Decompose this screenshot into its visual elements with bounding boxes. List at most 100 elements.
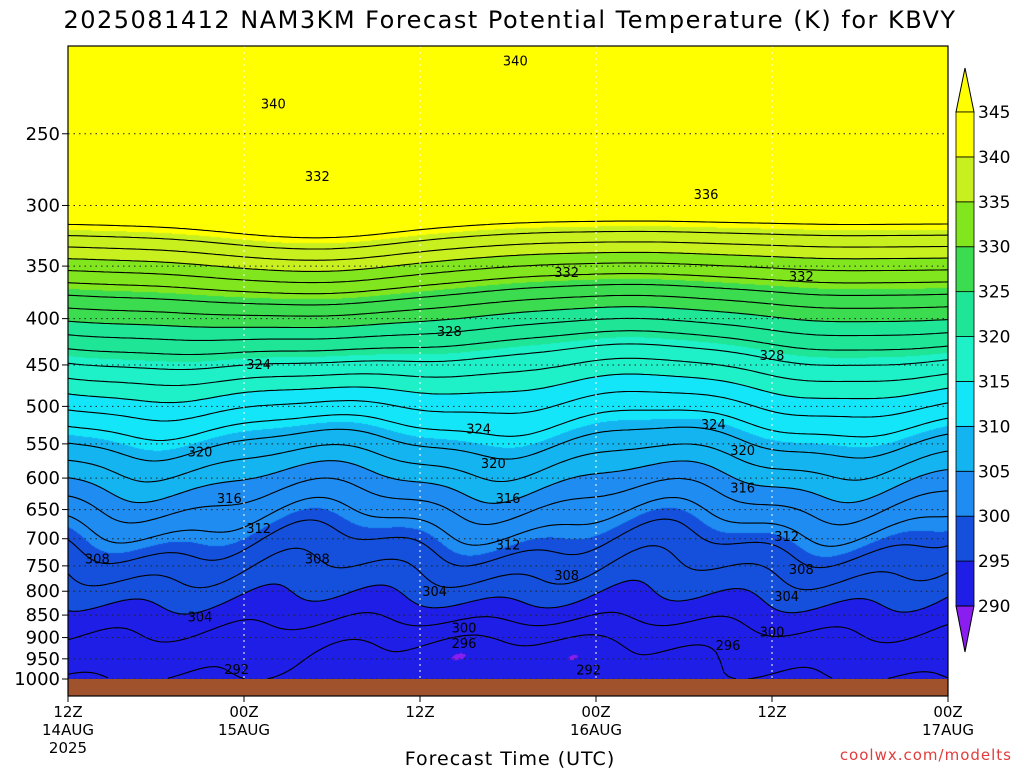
contour-label: 300 (760, 625, 785, 640)
contour-label: 292 (576, 663, 601, 678)
contour-322 (67, 357, 949, 387)
colorbar-bin (955, 381, 975, 427)
contour-314 (67, 426, 949, 462)
contour-346 (67, 220, 948, 239)
contour-label: 312 (496, 538, 521, 553)
y-tick-label: 700 (26, 529, 60, 550)
colorbar-top-arrow (955, 67, 975, 113)
credit-text: coolwx.com/modelts (840, 746, 1012, 764)
contour-334 (67, 283, 949, 306)
contour-label: 300 (452, 622, 477, 637)
colorbar-label: 295 (978, 552, 1010, 572)
colorbar-bin (955, 291, 975, 337)
contour-label: 316 (730, 481, 755, 496)
contour-label: 324 (466, 422, 491, 437)
y-tick-label: 650 (26, 500, 60, 521)
x-tick-label: 12Z (757, 703, 786, 721)
contour-label: 292 (224, 663, 249, 678)
contour-308 (67, 477, 949, 526)
y-tick-label: 850 (26, 605, 60, 626)
contour-label: 308 (305, 553, 330, 568)
contour-label: 304 (774, 590, 799, 605)
contour-label: 308 (85, 553, 110, 568)
x-axis-label: Forecast Time (UTC) (405, 748, 615, 768)
contour-label: 304 (422, 585, 447, 600)
colorbar-bin (955, 515, 975, 562)
x-tick-date: 17AUG (922, 721, 974, 739)
colorbar-label: 330 (978, 238, 1010, 258)
contour-338 (67, 262, 949, 284)
colorbar-bin (955, 246, 975, 293)
x-tick-label: 12Z (53, 703, 82, 721)
contour-326 (67, 330, 949, 356)
y-tick-label: 450 (26, 355, 60, 376)
contour-label: 324 (246, 358, 271, 373)
contour-330 (67, 306, 949, 329)
contour-296 (67, 634, 949, 680)
contour-label: 328 (760, 349, 785, 364)
y-tick-label: 300 (26, 195, 60, 216)
colorbar-bin (955, 111, 975, 158)
contour-336 (67, 273, 949, 295)
colorbar-bin (955, 336, 975, 382)
contour-label: 336 (694, 188, 719, 203)
contour-310 (67, 460, 949, 504)
contour-300 (67, 579, 949, 615)
colorbar-bin (955, 156, 975, 203)
contour-label: 324 (701, 418, 726, 433)
contour-label: 340 (261, 97, 286, 112)
theta-fill (68, 46, 948, 696)
plot-frame (67, 45, 949, 697)
contour-312 (67, 443, 949, 483)
x-tick-year: 2025 (49, 739, 87, 757)
contour-304 (67, 518, 949, 569)
colorbar-bin (955, 470, 975, 517)
y-tick-label: 800 (26, 581, 60, 602)
colorbar-label: 310 (978, 417, 1010, 437)
y-tick-label: 550 (26, 434, 60, 455)
colorbar-label: 300 (978, 507, 1010, 527)
contour-label: 308 (554, 569, 579, 584)
contour-298 (67, 611, 949, 644)
contour-318 (67, 390, 949, 422)
contour-label: 340 (503, 54, 528, 69)
x-tick-date: 16AUG (570, 721, 622, 739)
colorbar-label: 290 (978, 597, 1010, 617)
colorbar: 290 295 300 305 310 315 320 325 330 335 340 345 (955, 67, 1010, 653)
contour-320 (67, 373, 949, 404)
ground-strip (68, 679, 948, 696)
y-axis: 2503003504004505005506006507007508008509… (14, 124, 68, 690)
colorbar-label: 320 (978, 328, 1010, 348)
contour-324 (67, 343, 949, 371)
contour-342 (67, 241, 948, 261)
colorbar-bin (955, 425, 975, 472)
contour-label: 316 (217, 492, 242, 507)
y-tick-label: 400 (26, 309, 60, 330)
contour-label: 320 (188, 445, 213, 460)
contour-328 (67, 317, 949, 341)
contour-label: 320 (481, 457, 506, 472)
contour-302 (67, 545, 949, 591)
x-tick-label: 00Z (933, 703, 962, 721)
y-tick-label: 900 (26, 628, 60, 649)
x-tick-date: 15AUG (218, 721, 270, 739)
colorbar-label: 325 (978, 283, 1010, 303)
contour-332 (67, 294, 949, 317)
contour-label: 304 (188, 610, 213, 625)
contour-label: 296 (452, 637, 477, 652)
contour-label: 316 (496, 492, 521, 507)
colorbar-label: 305 (978, 462, 1010, 482)
grid (67, 46, 949, 680)
contour-340 (67, 251, 949, 272)
colorbar-label: 315 (978, 372, 1010, 392)
contour-label: 332 (789, 270, 814, 285)
y-tick-label: 950 (26, 649, 60, 670)
contour-label: 328 (437, 325, 462, 340)
x-tick-label: 00Z (229, 703, 258, 721)
x-tick-label: 12Z (405, 703, 434, 721)
contour-306 (67, 496, 949, 547)
